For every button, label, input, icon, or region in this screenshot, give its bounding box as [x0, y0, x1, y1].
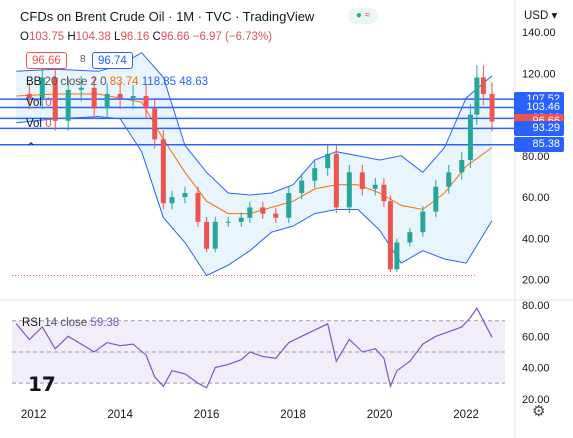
rsi-axis-tick-label: 60.00: [522, 331, 550, 343]
candle-body: [26, 93, 32, 99]
time-axis-tick-label: 2020: [367, 409, 393, 421]
candle-body: [299, 180, 305, 193]
gear-icon[interactable]: ⚙: [532, 403, 546, 420]
candle-body: [225, 221, 231, 223]
price-tag: 85.38: [514, 137, 564, 153]
rsi-axis-tick-label: 80.00: [522, 300, 550, 312]
candle-body: [346, 172, 352, 208]
candle-body: [474, 77, 480, 115]
price-axis-tick-label: 40.00: [522, 233, 550, 245]
price-change: −6.97 (−6.73%): [192, 31, 273, 43]
candle-body: [52, 77, 58, 121]
rsi-pane: 20.00 40.00 60.00 80.00: [12, 300, 550, 406]
candle-body: [446, 172, 452, 187]
candle-body: [247, 207, 253, 218]
candle-body: [273, 213, 279, 218]
candle-body: [407, 232, 413, 243]
candle-body: [91, 87, 97, 109]
candle-body: [489, 93, 495, 122]
candle-body: [480, 77, 486, 94]
candle-body: [394, 242, 400, 270]
time-axis-tick-label: 2012: [21, 409, 47, 421]
candle-body: [387, 201, 393, 270]
market-open-dot-icon: ●: [355, 10, 362, 21]
market-status-badge[interactable]: ● ≈: [348, 8, 378, 24]
candle-body: [459, 159, 465, 173]
price-axis-tick-label: 20.00: [522, 275, 550, 287]
chart-title: CFDs on Brent Crude Oil · 1M · TVC · Tra…: [20, 9, 315, 24]
candle-body: [169, 197, 175, 204]
time-axis-tick-label: 2016: [194, 409, 220, 421]
price-axis-tick-label: 120.00: [522, 68, 556, 80]
candle-body: [433, 186, 439, 212]
interval-label[interactable]: 1M: [176, 9, 195, 24]
collapse-legend-chevron-icon[interactable]: ⌃: [26, 140, 37, 154]
candle-body: [39, 77, 45, 99]
price-tag: 93.29: [514, 120, 564, 136]
candle-body: [65, 89, 71, 121]
price-axis-tick-label: 60.00: [522, 192, 550, 204]
candle-body: [467, 114, 473, 160]
candle-body: [104, 93, 110, 109]
candle-body: [212, 221, 218, 249]
candle-body: [78, 87, 84, 90]
candle-body: [260, 207, 266, 214]
candle-body: [182, 192, 188, 198]
currency-selector[interactable]: USD ▾: [524, 8, 557, 22]
currency-label: USD: [524, 10, 549, 22]
candle-body: [204, 221, 210, 249]
price-axis-tick-label: 140.00: [522, 27, 556, 39]
sell-price-button[interactable]: 96.66: [26, 52, 67, 69]
time-axis-tick-label: 2022: [453, 409, 479, 421]
candle-body: [238, 217, 244, 222]
tradingview-logo-icon[interactable]: 𝟭𝟳: [28, 374, 56, 396]
exchange-label: TVC: [205, 9, 232, 24]
vol-legend-2[interactable]: Vol 0: [26, 118, 52, 130]
symbol-title[interactable]: CFDs on Brent Crude Oil: [20, 9, 165, 24]
rsi-axis-tick-label: 40.00: [522, 363, 550, 375]
candle-body: [333, 153, 339, 208]
buy-price-button[interactable]: 96.74: [92, 52, 133, 69]
vol-legend-1[interactable]: Vol 0: [26, 97, 52, 109]
candle-body: [117, 93, 123, 99]
candle-body: [381, 184, 387, 202]
spread-label: 8: [80, 54, 86, 65]
candle-body: [152, 108, 158, 140]
candle-body: [325, 153, 331, 169]
candle-body: [359, 172, 365, 189]
chevron-down-icon: ▾: [551, 10, 558, 22]
price-axis-tick-label: 80.00: [522, 151, 550, 163]
rsi-axis-tick-label: 20.00: [522, 394, 550, 406]
candle-body: [160, 139, 166, 204]
rsi-legend[interactable]: RSI 14 close 59.38: [22, 317, 120, 329]
bb-legend[interactable]: BB 20 close 2 0 83.74 118.85 48.63: [26, 76, 209, 88]
rsi-line: [15, 307, 493, 389]
candle-body: [195, 192, 201, 222]
bb-lower-line: [16, 116, 493, 277]
candle-body: [420, 211, 426, 233]
candle-body: [312, 168, 318, 181]
candle-body: [372, 184, 378, 189]
time-axis-tick-label: 2018: [280, 409, 306, 421]
time-axis[interactable]: 2012 2014 2016 2018 2020 2022: [21, 409, 479, 421]
wave-icon: ≈: [364, 10, 371, 21]
ohlc-legend: O103.75 H104.38 L96.16 C96.66 −6.97 (−6.…: [20, 31, 273, 43]
bb-fill: [16, 52, 493, 276]
platform-label: TradingView: [242, 9, 315, 24]
candle-body: [143, 96, 149, 109]
time-axis-tick-label: 2014: [107, 409, 133, 421]
candle-body: [286, 192, 292, 218]
candle-body: [130, 96, 136, 99]
